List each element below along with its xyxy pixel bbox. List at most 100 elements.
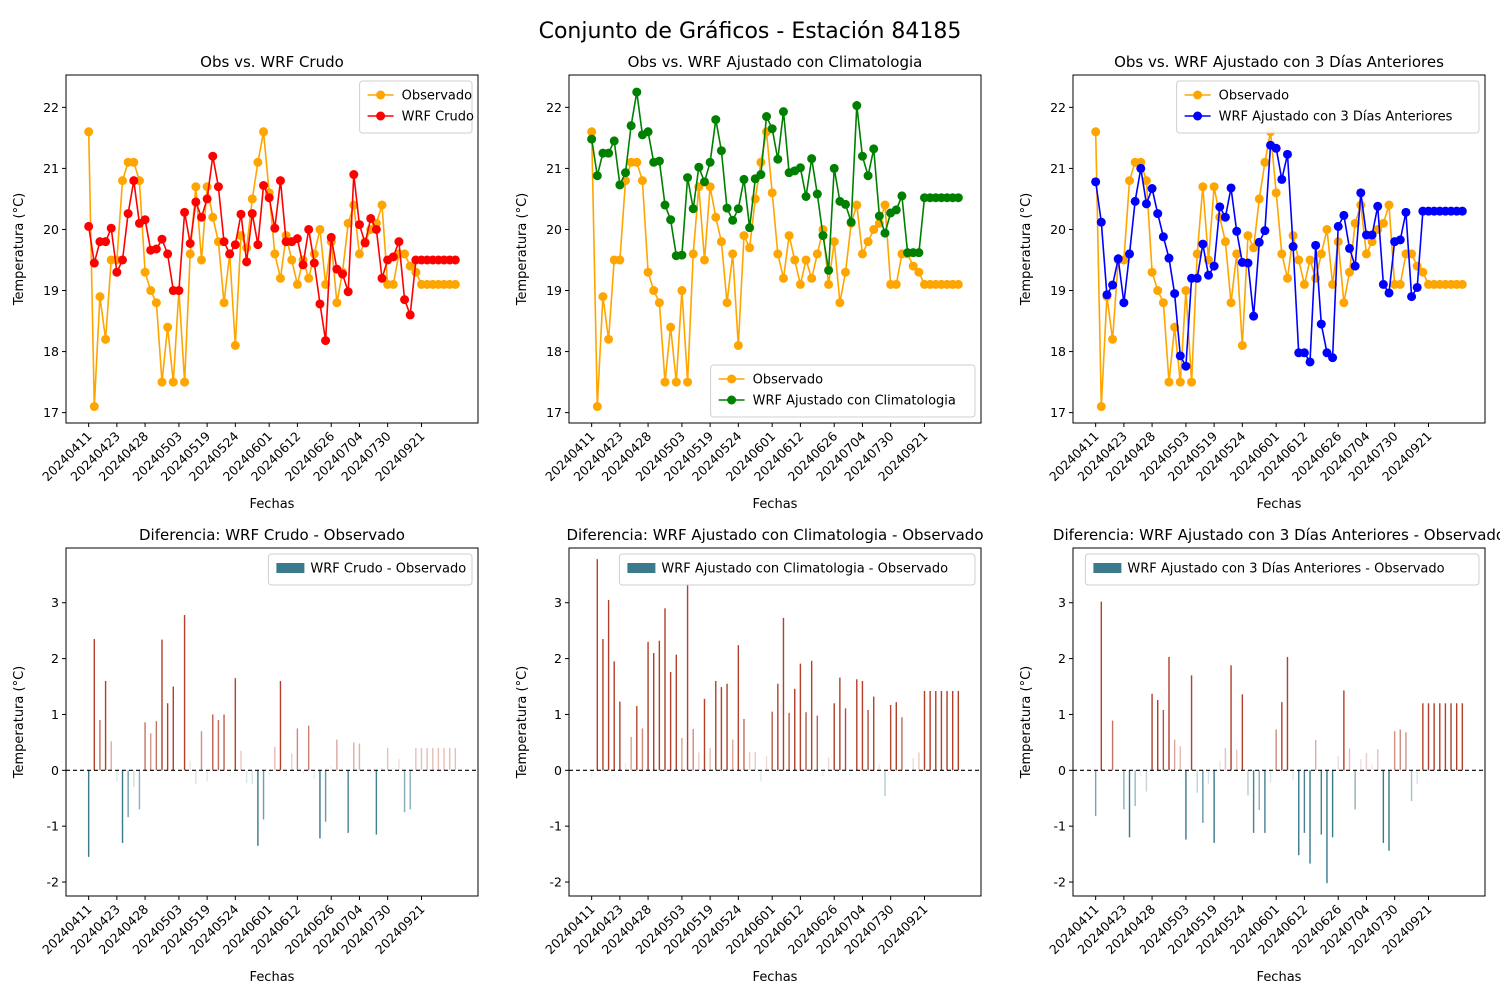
diff-bar: [844, 708, 847, 771]
diff-bar: [161, 639, 163, 771]
data-point: [1226, 183, 1236, 193]
diff-bar: [861, 680, 864, 771]
data-point: [185, 239, 195, 249]
data-point: [683, 173, 693, 183]
data-point: [1108, 334, 1118, 344]
diff-bar: [613, 661, 615, 771]
data-point: [275, 273, 285, 283]
data-point: [773, 249, 783, 259]
x-axis-label: Fechas: [250, 497, 295, 512]
diff-bar: [1348, 748, 1351, 771]
diff-bar: [223, 714, 225, 771]
data-point: [1299, 279, 1309, 289]
diff-bar: [1140, 770, 1142, 776]
diff-bar: [765, 756, 768, 771]
data-point: [1220, 237, 1230, 247]
diff-bar: [653, 653, 655, 771]
diff-bar: [437, 747, 440, 771]
diff-bar: [234, 678, 237, 771]
diff-bar: [110, 741, 112, 771]
chart-title: Obs vs. WRF Crudo: [200, 53, 344, 71]
y-tick-label: 3: [1058, 595, 1066, 610]
data-point: [1091, 177, 1101, 187]
data-point: [604, 334, 614, 344]
diff-bar: [1331, 770, 1334, 838]
data-point: [1361, 249, 1371, 259]
data-point: [1333, 221, 1343, 231]
y-tick-label: 20: [1050, 222, 1066, 237]
data-point: [411, 267, 421, 277]
data-point: [354, 220, 364, 230]
diff-bar: [912, 758, 914, 771]
data-point: [592, 171, 602, 181]
diff-bar: [144, 722, 146, 771]
diff-bar: [794, 688, 796, 771]
y-tick-label: -1: [1054, 819, 1066, 834]
data-point: [756, 157, 766, 167]
data-point: [1130, 196, 1140, 206]
data-point: [343, 218, 353, 228]
diff-bar: [1269, 770, 1272, 783]
data-point: [835, 298, 845, 308]
data-point: [157, 234, 167, 244]
diff-bar: [647, 641, 649, 771]
data-point: [660, 200, 670, 210]
diff-bar: [1162, 709, 1165, 771]
diff-bar: [1320, 770, 1323, 835]
diff-bar: [1371, 764, 1373, 771]
diff-bar: [1190, 675, 1193, 771]
data-point: [739, 174, 749, 184]
figure-suptitle: Conjunto de Gráficos - Estación 84185: [539, 19, 962, 44]
data-point: [1316, 249, 1326, 259]
diff-bar: [1298, 770, 1300, 856]
data-point: [1192, 273, 1202, 283]
y-tick-label: 20: [546, 222, 562, 237]
legend-swatch-marker: [376, 90, 386, 100]
legend: Observado WRF Ajustado con 3 Días Anterio…: [1176, 80, 1480, 134]
diff-bar: [641, 728, 644, 771]
diff-bar: [1382, 770, 1385, 843]
data-point: [1345, 267, 1355, 277]
diff-bar: [454, 747, 457, 771]
data-point: [1395, 235, 1405, 245]
diff-bar: [291, 753, 293, 771]
data-point: [1260, 157, 1270, 167]
data-point: [259, 181, 269, 191]
data-point: [1322, 224, 1332, 234]
diff-bar: [155, 721, 158, 771]
diff-bar: [822, 770, 824, 776]
y-axis-label: Temperatura (°C): [1019, 193, 1034, 306]
diff-bar: [940, 690, 943, 771]
y-tick-label: 2: [51, 651, 59, 666]
diff-bar: [1410, 770, 1413, 802]
diff-bar: [703, 698, 706, 771]
diff-bar: [398, 759, 400, 771]
y-tick-label: 1: [554, 707, 562, 722]
legend: WRF Crudo - Observado: [267, 553, 473, 586]
data-point: [621, 168, 631, 178]
y-tick-label: 21: [43, 161, 59, 176]
data-point: [400, 249, 410, 259]
data-point: [660, 377, 670, 387]
data-point: [745, 223, 755, 233]
data-point: [874, 211, 884, 221]
data-point: [185, 249, 195, 259]
data-point: [1237, 340, 1247, 350]
legend-swatch-bar: [1093, 563, 1122, 573]
legend-box: [618, 553, 976, 586]
data-point: [180, 377, 190, 387]
diff-bar: [1157, 699, 1159, 771]
data-point: [829, 163, 839, 173]
data-point: [1153, 286, 1163, 296]
data-point: [1158, 298, 1168, 308]
data-point: [1232, 226, 1242, 236]
data-point: [688, 204, 698, 214]
diff-bar: [1455, 703, 1458, 771]
data-point: [1356, 188, 1366, 198]
data-point: [739, 231, 749, 241]
diff-bar: [636, 706, 638, 771]
chart-title: Diferencia: WRF Crudo - Observado: [139, 526, 405, 544]
data-point: [1147, 267, 1157, 277]
data-point: [722, 298, 732, 308]
